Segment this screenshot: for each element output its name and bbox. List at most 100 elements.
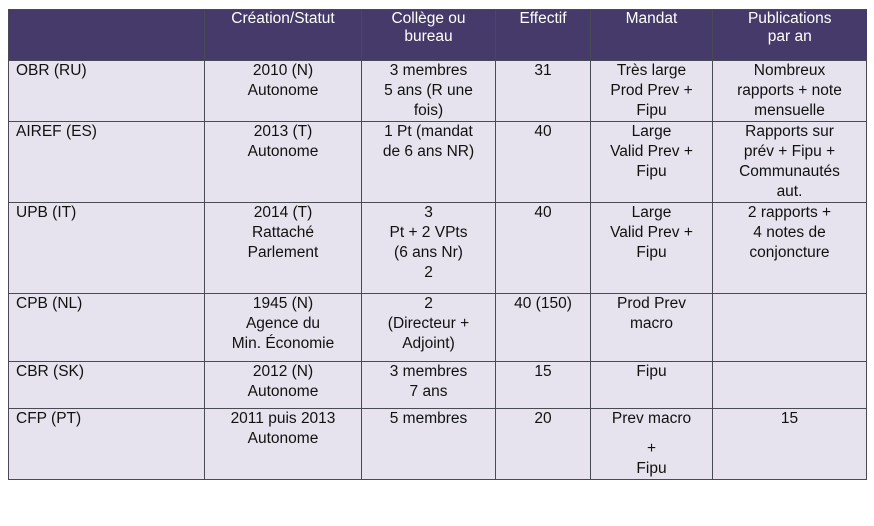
table-row: CPB (NL) 1945 (N) Agence du Min. Économie 2 (… bbox=[8, 293, 867, 362]
table-row: UPB (IT) 2014 (T) Rattaché Parlement 3 Pt + 2… bbox=[8, 202, 867, 294]
cell-line: aut. bbox=[776, 183, 803, 200]
cell-line: Parlement bbox=[247, 244, 319, 261]
creation-cell: 2011 puis 2013 Autonome bbox=[204, 408, 362, 480]
cell-line: Rattaché bbox=[251, 224, 315, 241]
cell-line: 1945 (N) bbox=[252, 295, 314, 312]
header-cell: Publications par an bbox=[712, 9, 867, 61]
cell-line: Autonome bbox=[247, 82, 319, 99]
cell-line: Fipu bbox=[636, 244, 667, 261]
publications-cell: 15 bbox=[712, 408, 867, 480]
cell-line: Valid Prev + bbox=[610, 143, 693, 160]
country-cell: UPB (IT) bbox=[8, 202, 205, 294]
header-cell-line: par an bbox=[767, 28, 812, 45]
cell-line: 3 membres bbox=[389, 62, 468, 79]
cell-line: 1 Pt (mandat bbox=[384, 123, 473, 140]
table-header: Création/Statut Collège ou bureau Effectif M… bbox=[8, 9, 867, 61]
college-cell: 3 membres 5 ans (R une fois) bbox=[361, 60, 496, 122]
cell-line: Prod Prev + bbox=[610, 82, 693, 99]
header-cell: Création/Statut bbox=[204, 9, 362, 61]
creation-cell: 2014 (T) Rattaché Parlement bbox=[204, 202, 362, 294]
cell-line: 2010 (N) bbox=[252, 62, 314, 79]
cell-line: Fipu bbox=[636, 363, 667, 380]
cell-line: rapports + note bbox=[737, 82, 842, 99]
header-cell-line: Collège ou bbox=[391, 10, 466, 27]
cell-line: 2011 puis 2013 bbox=[230, 410, 336, 427]
mandat-cell: Prod Prev macro bbox=[590, 293, 713, 362]
cell-line: Adjoint) bbox=[402, 335, 455, 352]
country-cell: CBR (SK) bbox=[8, 361, 205, 409]
cell-line: Large bbox=[631, 204, 672, 221]
effectif-cell: 40 bbox=[495, 202, 591, 294]
effectif-cell: 40 (150) bbox=[495, 293, 591, 362]
cell-line: Autonome bbox=[247, 430, 319, 447]
cell-line: 3 membres bbox=[389, 363, 468, 380]
publications-cell: 2 rapports + 4 notes de conjoncture bbox=[712, 202, 867, 294]
mandat-cell: Très large Prod Prev + Fipu bbox=[590, 60, 713, 122]
cell-line: 2012 (N) bbox=[252, 363, 314, 380]
cell-line: mensuelle bbox=[754, 102, 825, 119]
cell-line: 7 ans bbox=[409, 383, 448, 400]
cell-line: Prod Prev bbox=[617, 295, 686, 312]
cell-line: de 6 ans NR) bbox=[382, 143, 475, 160]
mandat-cell: Large Valid Prev + Fipu bbox=[590, 202, 713, 294]
country-cell: CPB (NL) bbox=[8, 293, 205, 362]
header-cell: Effectif bbox=[495, 9, 591, 61]
header-cell-line: Mandat bbox=[625, 10, 678, 27]
cell-line: Autonome bbox=[247, 383, 319, 400]
college-cell: 3 Pt + 2 VPts (6 ans Nr) 2 bbox=[361, 202, 496, 294]
mandat-cell: Large Valid Prev + Fipu bbox=[590, 121, 713, 203]
cell-line: 15 bbox=[780, 410, 799, 427]
country-cell: OBR (RU) bbox=[8, 60, 205, 122]
cell-line: Fipu bbox=[636, 102, 667, 119]
cell-line: macro bbox=[629, 315, 674, 332]
table-body: OBR (RU) 2010 (N) Autonome 3 membres 5 ans (… bbox=[8, 60, 867, 480]
cell-line: 2014 (T) bbox=[253, 204, 313, 221]
institutions-table: Création/Statut Collège ou bureau Effectif M… bbox=[8, 9, 867, 480]
table-row: CBR (SK) 2012 (N) Autonome 3 membres 7 ans 15… bbox=[8, 361, 867, 409]
college-cell: 3 membres 7 ans bbox=[361, 361, 496, 409]
cell-line: Large bbox=[631, 123, 672, 140]
cell-line: (6 ans Nr) bbox=[394, 244, 463, 261]
mandat-cell: Prev macro + Fipu bbox=[590, 408, 713, 480]
cell-line: 2013 (T) bbox=[253, 123, 313, 140]
publications-cell bbox=[712, 361, 867, 409]
cell-line: prév + Fipu + bbox=[743, 143, 836, 160]
cell-line: Prev macro bbox=[611, 410, 692, 427]
cell-line: Nombreux bbox=[753, 62, 826, 79]
country-cell: AIREF (ES) bbox=[8, 121, 205, 203]
header-row: Création/Statut Collège ou bureau Effectif M… bbox=[8, 9, 867, 61]
cell-line: 2 rapports + bbox=[747, 204, 832, 221]
table-row: OBR (RU) 2010 (N) Autonome 3 membres 5 ans (… bbox=[8, 60, 867, 122]
cell-line bbox=[591, 429, 712, 439]
header-cell: Mandat bbox=[590, 9, 713, 61]
publications-cell: Rapports sur prév + Fipu + Communautés aut. bbox=[712, 121, 867, 203]
cell-line: 2 bbox=[424, 264, 433, 281]
cell-line: Autonome bbox=[247, 143, 319, 160]
cell-line: 2 bbox=[424, 295, 433, 312]
creation-cell: 2012 (N) Autonome bbox=[204, 361, 362, 409]
cell-line: fois) bbox=[413, 102, 444, 119]
college-cell: 2 (Directeur + Adjoint) bbox=[361, 293, 496, 362]
cell-line: Valid Prev + bbox=[610, 224, 693, 241]
mandat-cell: Fipu bbox=[590, 361, 713, 409]
cell-line: Très large bbox=[616, 62, 687, 79]
cell-line: Min. Économie bbox=[231, 335, 335, 352]
header-cell-line: Effectif bbox=[519, 10, 567, 27]
cell-line: Agence du bbox=[245, 315, 321, 332]
college-cell: 5 membres bbox=[361, 408, 496, 480]
header-cell-line: Publications bbox=[747, 10, 832, 27]
cell-line: 4 notes de bbox=[753, 224, 826, 241]
effectif-cell: 15 bbox=[495, 361, 591, 409]
header-cell: Collège ou bureau bbox=[361, 9, 496, 61]
cell-line: 3 bbox=[424, 204, 433, 221]
cell-line: 5 ans (R une bbox=[384, 82, 473, 99]
cell-line: Communautés bbox=[739, 163, 840, 180]
header-cell-line: bureau bbox=[404, 28, 453, 45]
table-row: AIREF (ES) 2013 (T) Autonome 1 Pt (mandat de… bbox=[8, 121, 867, 203]
publications-cell: Nombreux rapports + note mensuelle bbox=[712, 60, 867, 122]
cell-line: Fipu bbox=[636, 163, 667, 180]
header-cell-line: Création/Statut bbox=[231, 10, 335, 27]
cell-line: + bbox=[646, 440, 657, 457]
college-cell: 1 Pt (mandat de 6 ans NR) bbox=[361, 121, 496, 203]
cell-line: 5 membres bbox=[389, 410, 468, 427]
